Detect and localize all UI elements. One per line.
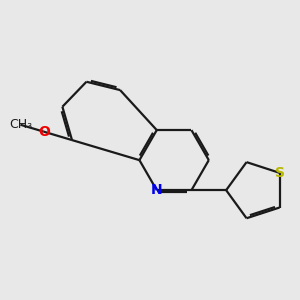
Text: N: N [151,183,163,197]
Text: CH₃: CH₃ [9,118,32,131]
Text: S: S [274,166,284,180]
Text: O: O [38,125,50,139]
